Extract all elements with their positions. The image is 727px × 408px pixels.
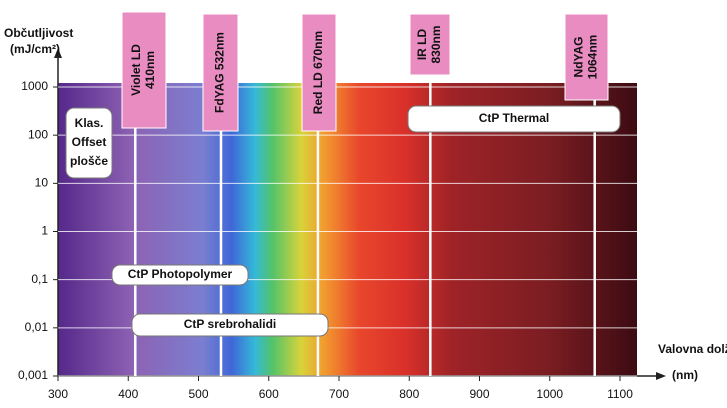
laser-label-box bbox=[409, 13, 451, 76]
x-tick-label: 300 bbox=[48, 387, 68, 401]
laser-name: FdYAG 532nm bbox=[213, 32, 227, 113]
y-tick-label: 0,1 bbox=[31, 272, 48, 286]
annotation: CtP Thermal bbox=[479, 111, 549, 125]
annotation-box bbox=[407, 105, 621, 133]
x-tick-label: 500 bbox=[188, 387, 208, 401]
annotation: Klas. bbox=[75, 116, 104, 130]
laser-name: Red LD 670nm bbox=[311, 31, 325, 114]
annotation: CtP Photopolymer bbox=[128, 267, 233, 281]
annotation: Offset bbox=[72, 135, 107, 149]
y-tick-label: 0,01 bbox=[25, 320, 49, 334]
laser-label-box bbox=[301, 13, 337, 132]
x-unit: (nm) bbox=[672, 368, 698, 382]
laser-name: IR LD bbox=[415, 29, 429, 61]
x-tick-label: 700 bbox=[329, 387, 349, 401]
laser-name: Violet LD bbox=[129, 44, 143, 96]
y-arrow bbox=[54, 48, 62, 58]
x-tick-label: 1000 bbox=[536, 387, 563, 401]
y-tick-label: 100 bbox=[28, 127, 48, 141]
y-tick-label: 1000 bbox=[21, 79, 48, 93]
annotation: CtP srebrohalidi bbox=[184, 317, 276, 331]
annotation-box bbox=[65, 107, 113, 179]
x-arrow bbox=[656, 372, 666, 380]
laser-label-box bbox=[121, 11, 167, 129]
x-tick-label: 400 bbox=[118, 387, 138, 401]
y-unit: (mJ/cm²) bbox=[10, 42, 60, 56]
annotation-box bbox=[131, 313, 329, 337]
annotation-box bbox=[111, 264, 249, 286]
y-tick-label: 0,001 bbox=[18, 368, 48, 382]
laser-name: NdYAG bbox=[572, 37, 586, 78]
x-label: Valovna dolžina bbox=[658, 342, 727, 356]
x-tick-label: 600 bbox=[259, 387, 279, 401]
y-tick-label: 1 bbox=[41, 224, 48, 238]
laser-label: 410nm bbox=[143, 51, 157, 89]
laser-label: 1064nm bbox=[586, 35, 600, 80]
annotation: plošče bbox=[70, 154, 108, 168]
laser-label-box bbox=[564, 13, 609, 101]
laser-label: 830nm bbox=[429, 25, 443, 63]
x-tick-label: 900 bbox=[469, 387, 489, 401]
y-label: Občutljivost bbox=[4, 26, 73, 40]
x-tick-label: 800 bbox=[399, 387, 419, 401]
x-tick-label: 1100 bbox=[607, 387, 633, 401]
laser-label-box bbox=[202, 13, 239, 132]
y-tick-label: 10 bbox=[35, 176, 49, 190]
